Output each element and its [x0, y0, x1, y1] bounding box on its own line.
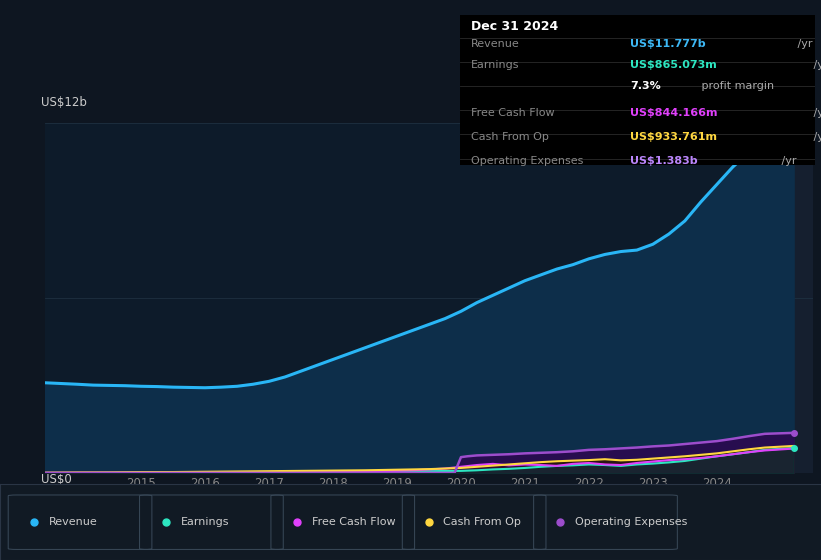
Text: profit margin: profit margin: [698, 81, 774, 91]
Text: Revenue: Revenue: [49, 517, 98, 527]
Text: /yr: /yr: [777, 156, 796, 166]
Text: US$865.073m: US$865.073m: [631, 60, 718, 70]
Text: Earnings: Earnings: [181, 517, 229, 527]
Text: Free Cash Flow: Free Cash Flow: [312, 517, 396, 527]
Text: /yr: /yr: [810, 108, 821, 118]
Text: US$844.166m: US$844.166m: [631, 108, 718, 118]
Text: 7.3%: 7.3%: [631, 81, 661, 91]
Text: US$1.383b: US$1.383b: [631, 156, 698, 166]
Text: /yr: /yr: [794, 39, 812, 49]
Text: Revenue: Revenue: [470, 39, 520, 49]
Text: Earnings: Earnings: [470, 60, 519, 70]
Text: US$933.761m: US$933.761m: [631, 132, 718, 142]
Text: /yr: /yr: [810, 60, 821, 70]
Text: Dec 31 2024: Dec 31 2024: [470, 20, 558, 32]
Bar: [765, 123, 813, 473]
Text: Operating Expenses: Operating Expenses: [575, 517, 687, 527]
Text: Cash From Op: Cash From Op: [443, 517, 521, 527]
Text: Operating Expenses: Operating Expenses: [470, 156, 583, 166]
Text: Free Cash Flow: Free Cash Flow: [470, 108, 554, 118]
Text: US$11.777b: US$11.777b: [631, 39, 706, 49]
Text: Cash From Op: Cash From Op: [470, 132, 548, 142]
Text: US$12b: US$12b: [41, 96, 87, 109]
Text: /yr: /yr: [810, 132, 821, 142]
Text: US$0: US$0: [41, 473, 72, 486]
